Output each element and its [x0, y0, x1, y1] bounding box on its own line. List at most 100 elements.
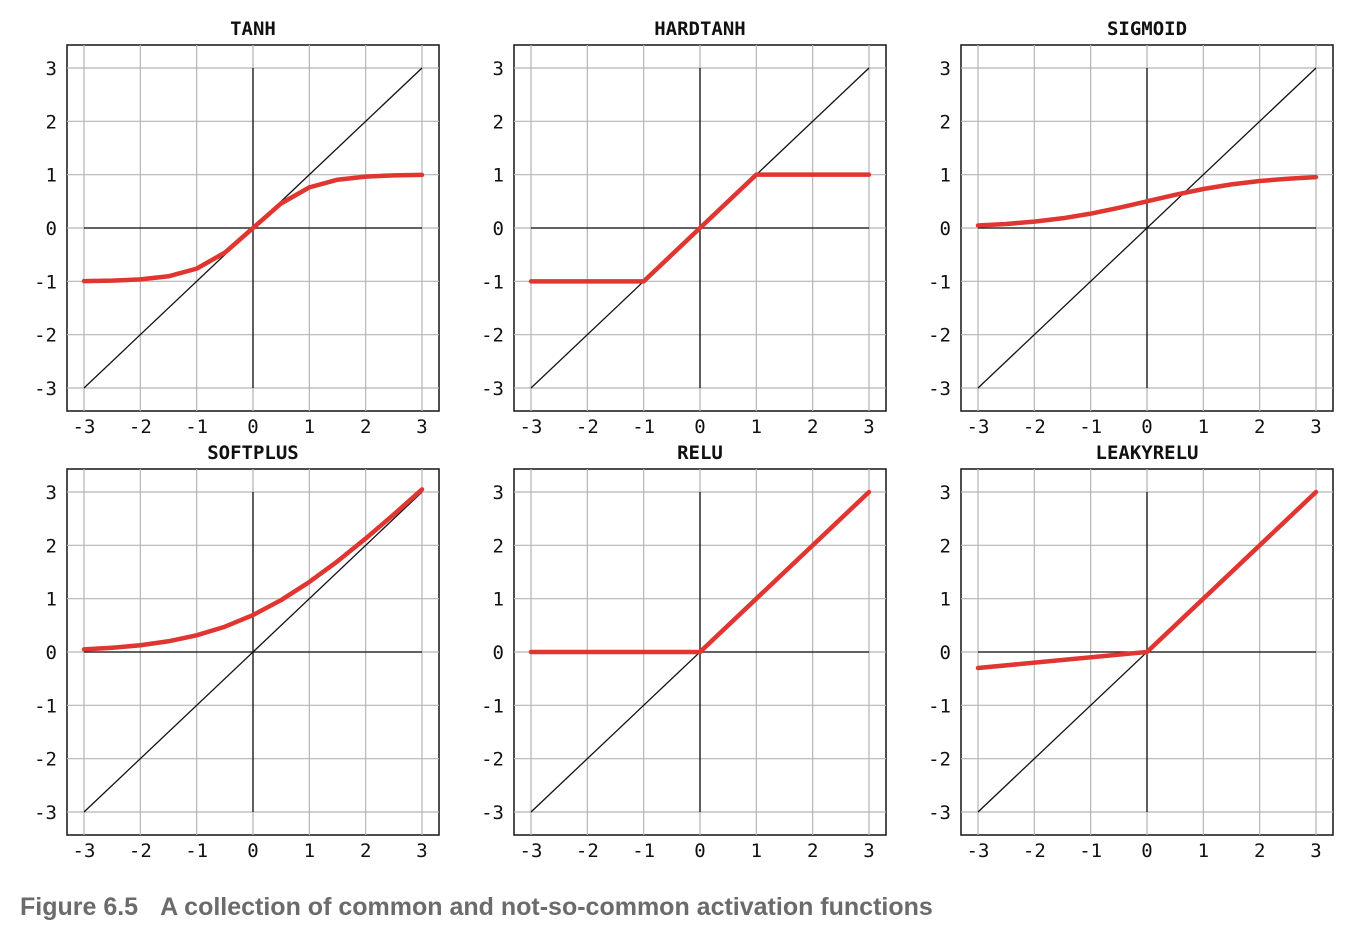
panel-title-hardtanh: HARDTANH: [654, 18, 746, 40]
y-tick-label: -3: [928, 378, 951, 400]
panel-tanh: TANH -3 -2 -1 0 1 2 3 3 2 1 0 -1 -2 -3: [34, 18, 440, 438]
y-tick-label: 0: [493, 642, 504, 664]
x-tick-label: 1: [1198, 840, 1209, 862]
y-tick-label: 3: [940, 482, 951, 504]
x-tick-label: 3: [863, 416, 874, 438]
x-tick-label: -3: [967, 840, 990, 862]
x-tick-label: 1: [304, 840, 315, 862]
x-tick-label: -3: [520, 840, 543, 862]
y-tick-label: -3: [481, 378, 504, 400]
activation-curve-relu: [528, 489, 872, 655]
x-tick-label: 1: [1198, 416, 1209, 438]
activation-curve-hardtanh: [528, 172, 872, 284]
y-tick-label: -1: [481, 695, 504, 717]
y-tick-label: -3: [481, 802, 504, 824]
x-tick-label: -3: [967, 416, 990, 438]
x-tick-label: 3: [416, 840, 427, 862]
x-tick-label: 3: [1310, 840, 1321, 862]
x-tick-label: 1: [751, 840, 762, 862]
x-tick-label: -2: [576, 840, 599, 862]
y-tick-label: 1: [493, 589, 504, 611]
x-tick-label: 0: [694, 840, 705, 862]
y-tick-label: -2: [481, 325, 504, 347]
activation-curve-softplus: [81, 487, 425, 652]
x-tick-label: 1: [751, 416, 762, 438]
y-tick-label: 1: [493, 165, 504, 187]
y-tick-label: -3: [34, 802, 57, 824]
x-tick-label: -3: [73, 416, 96, 438]
y-tick-label: -2: [481, 749, 504, 771]
y-tick-label: -2: [34, 325, 57, 347]
x-tick-label: 2: [360, 416, 371, 438]
panel-softplus: SOFTPLUS -3 -2 -1 0 1 2 3 3 2 1 0 -1 -2 -3: [34, 442, 440, 862]
y-tick-label: 2: [46, 111, 57, 133]
y-tick-label: 1: [46, 589, 57, 611]
panel-title-tanh: TANH: [230, 18, 276, 40]
x-tick-label: 1: [304, 416, 315, 438]
y-tick-label: 0: [46, 218, 57, 240]
x-tick-label: 2: [360, 840, 371, 862]
x-tick-label: -1: [1079, 840, 1102, 862]
identity-line: [83, 491, 423, 813]
x-tick-label: 3: [863, 840, 874, 862]
y-tick-label: -2: [34, 749, 57, 771]
x-tick-label: 0: [247, 840, 258, 862]
panel-title-sigmoid: SIGMOID: [1107, 18, 1187, 40]
y-tick-label: -1: [34, 695, 57, 717]
x-tick-label: -1: [632, 840, 655, 862]
x-tick-label: 0: [247, 416, 258, 438]
figure-caption-label: Figure 6.5: [20, 893, 139, 921]
activation-curve-leakyrelu: [975, 489, 1319, 671]
identity-line: [977, 67, 1317, 389]
x-tick-label: -2: [129, 840, 152, 862]
x-tick-label: 3: [416, 416, 427, 438]
y-tick-label: -2: [928, 325, 951, 347]
x-tick-label: 0: [1141, 840, 1152, 862]
y-tick-label: 2: [46, 535, 57, 557]
x-tick-label: -2: [576, 416, 599, 438]
panel-title-leakyrelu: LEAKYRELU: [1096, 442, 1199, 464]
x-tick-label: 3: [1310, 416, 1321, 438]
x-tick-label: -2: [129, 416, 152, 438]
y-tick-label: -3: [34, 378, 57, 400]
y-tick-label: -1: [481, 271, 504, 293]
y-tick-label: 2: [493, 111, 504, 133]
y-tick-label: 3: [46, 58, 57, 80]
x-tick-label: 0: [1141, 416, 1152, 438]
panel-relu: RELU -3 -2 -1 0 1 2 3 3 2 1 0 -1 -2 -3: [481, 442, 887, 862]
y-tick-label: 3: [493, 58, 504, 80]
x-tick-label: 2: [1254, 840, 1265, 862]
panel-sigmoid: SIGMOID -3 -2 -1 0 1 2 3 3 2 1 0 -1 -2 -3: [928, 18, 1334, 438]
y-tick-label: 1: [46, 165, 57, 187]
y-tick-label: 2: [940, 111, 951, 133]
activation-curve-tanh: [81, 172, 425, 284]
x-tick-label: -1: [1079, 416, 1102, 438]
x-tick-label: 2: [807, 840, 818, 862]
y-tick-label: 3: [46, 482, 57, 504]
x-tick-label: -1: [185, 840, 208, 862]
y-tick-label: -2: [928, 749, 951, 771]
activation-curve-sigmoid: [975, 174, 1319, 228]
panel-title-softplus: SOFTPLUS: [207, 442, 299, 464]
panel-leakyrelu: LEAKYRELU -3 -2 -1 0 1 2 3 3 2 1 0 -1 -2 -3: [928, 442, 1334, 862]
y-tick-label: 0: [46, 642, 57, 664]
y-tick-label: 0: [493, 218, 504, 240]
x-tick-label: -1: [632, 416, 655, 438]
y-tick-label: 0: [940, 642, 951, 664]
y-tick-label: -1: [34, 271, 57, 293]
figure-caption-text: A collection of common and not-so-common…: [160, 893, 933, 921]
y-tick-label: 3: [493, 482, 504, 504]
y-tick-label: 2: [493, 535, 504, 557]
y-tick-label: 2: [940, 535, 951, 557]
x-tick-label: 0: [694, 416, 705, 438]
x-tick-label: -2: [1023, 840, 1046, 862]
y-tick-label: -1: [928, 271, 951, 293]
y-tick-label: -3: [928, 802, 951, 824]
y-tick-label: 0: [940, 218, 951, 240]
panel-title-relu: RELU: [677, 442, 723, 464]
y-tick-label: 3: [940, 58, 951, 80]
x-tick-label: -3: [520, 416, 543, 438]
x-tick-label: 2: [807, 416, 818, 438]
panel-hardtanh: HARDTANH -3 -2 -1 0 1 2 3 3 2 1 0 -1 -2 -3: [481, 18, 887, 438]
